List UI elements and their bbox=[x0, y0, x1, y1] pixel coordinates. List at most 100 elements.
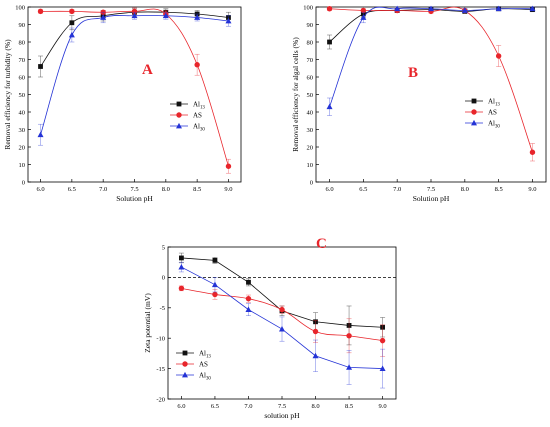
data-point bbox=[100, 14, 107, 20]
data-point bbox=[312, 328, 319, 335]
data-point bbox=[394, 5, 401, 12]
legend-label: AS bbox=[193, 112, 202, 120]
legend-marker bbox=[182, 371, 188, 378]
data-point bbox=[178, 285, 185, 292]
x-tick-label: 7.0 bbox=[99, 186, 107, 193]
x-axis-label: Solution pH bbox=[413, 194, 450, 203]
x-tick-label: 8.5 bbox=[495, 186, 503, 193]
panel-label: B bbox=[408, 65, 418, 81]
y-tick-label: 70 bbox=[307, 57, 314, 64]
chart-panel-a: 6.0 6.5 7.0 7.5 8.0 8.5 9.0 0 10 20 30 40 50 60 70 80 90… bbox=[3, 4, 242, 203]
data-point bbox=[37, 131, 44, 138]
x-tick-label: 9.0 bbox=[224, 186, 232, 193]
data-point bbox=[131, 8, 138, 15]
data-point bbox=[346, 333, 352, 339]
data-point bbox=[225, 163, 232, 169]
x-tick-label: 6.0 bbox=[36, 186, 44, 193]
data-point bbox=[346, 364, 353, 370]
panel-label: C bbox=[316, 236, 327, 252]
data-point bbox=[495, 53, 502, 59]
y-tick-label: -10 bbox=[156, 336, 165, 343]
y-axis-label: Removal efficiency for algal cells (%) bbox=[291, 37, 300, 152]
series-line bbox=[40, 8, 229, 167]
panel-label: A bbox=[142, 62, 153, 78]
x-tick-label: 7.0 bbox=[393, 186, 401, 193]
legend-label-subscript: 30 bbox=[495, 124, 500, 129]
y-tick-label: 0 bbox=[310, 179, 313, 186]
series-as bbox=[37, 7, 232, 174]
y-tick-label: 30 bbox=[307, 127, 314, 134]
y-tick-label: 90 bbox=[307, 22, 314, 29]
data-point bbox=[312, 352, 319, 359]
x-tick-label: 9.0 bbox=[528, 186, 536, 193]
x-tick-label: 9.0 bbox=[379, 403, 387, 410]
series-line bbox=[40, 11, 229, 67]
legend-marker bbox=[182, 361, 188, 367]
y-tick-label: 20 bbox=[307, 144, 314, 151]
y-tick-label: 10 bbox=[307, 162, 314, 169]
y-tick-label: 70 bbox=[19, 57, 26, 64]
data-point bbox=[212, 291, 218, 298]
data-point bbox=[360, 14, 367, 20]
data-point bbox=[178, 263, 185, 270]
plot-area-frame bbox=[27, 6, 242, 183]
legend-marker bbox=[471, 109, 477, 115]
y-tick-label: 60 bbox=[19, 74, 26, 81]
y-tick-label: 20 bbox=[19, 144, 26, 151]
x-tick-label: 7.5 bbox=[278, 403, 286, 410]
y-tick-label: 100 bbox=[303, 4, 313, 11]
legend-marker bbox=[176, 112, 182, 118]
series-line bbox=[329, 6, 533, 107]
legend-label: Al13 bbox=[193, 101, 205, 111]
data-point bbox=[279, 306, 285, 313]
x-tick-label: 7.5 bbox=[427, 186, 435, 193]
y-tick-label: 50 bbox=[307, 92, 314, 99]
legend-label: Al13 bbox=[488, 98, 500, 108]
data-point bbox=[131, 12, 138, 19]
data-point bbox=[38, 64, 43, 69]
y-tick-label: -20 bbox=[156, 396, 165, 403]
legend-label-subscript: 13 bbox=[206, 354, 211, 359]
data-point bbox=[529, 149, 536, 155]
legend-label: Al30 bbox=[199, 372, 211, 382]
x-tick-label: 8.0 bbox=[461, 186, 469, 193]
plot-area-frame bbox=[315, 6, 547, 183]
legend-marker bbox=[182, 350, 188, 356]
data-point bbox=[246, 279, 251, 285]
data-point bbox=[68, 31, 75, 38]
data-point bbox=[379, 365, 386, 371]
legend-label: Al13 bbox=[199, 350, 211, 360]
data-point bbox=[495, 5, 502, 12]
y-tick-label: 5 bbox=[162, 244, 165, 251]
data-point bbox=[194, 14, 201, 20]
data-point bbox=[245, 295, 252, 302]
x-axis-label: solution pH bbox=[264, 411, 300, 420]
x-tick-label: 7.5 bbox=[130, 186, 138, 193]
y-tick-label: 0 bbox=[162, 275, 165, 282]
series-al30 bbox=[37, 11, 232, 146]
y-axis-label: Removal efficiency for turbidity (%) bbox=[3, 39, 12, 150]
data-point bbox=[279, 325, 285, 332]
y-tick-label: 40 bbox=[19, 109, 26, 116]
series-al30 bbox=[178, 261, 386, 389]
x-tick-label: 6.5 bbox=[68, 186, 76, 193]
x-axis-label: Solution pH bbox=[116, 194, 153, 203]
y-tick-label: 40 bbox=[307, 109, 314, 116]
legend-label: Al30 bbox=[193, 123, 205, 133]
data-point bbox=[428, 5, 434, 12]
legend-marker bbox=[176, 101, 182, 107]
data-point bbox=[211, 281, 218, 288]
y-tick-label: 10 bbox=[19, 162, 26, 169]
x-tick-label: 7.0 bbox=[244, 403, 252, 410]
data-point bbox=[212, 257, 218, 263]
y-tick-label: 90 bbox=[19, 22, 26, 29]
legend-label-subscript: 30 bbox=[206, 376, 211, 381]
data-point bbox=[225, 17, 232, 24]
data-point bbox=[179, 255, 184, 261]
x-tick-label: 6.0 bbox=[177, 403, 185, 410]
x-tick-label: 6.5 bbox=[211, 403, 219, 410]
x-tick-label: 8.5 bbox=[345, 403, 353, 410]
